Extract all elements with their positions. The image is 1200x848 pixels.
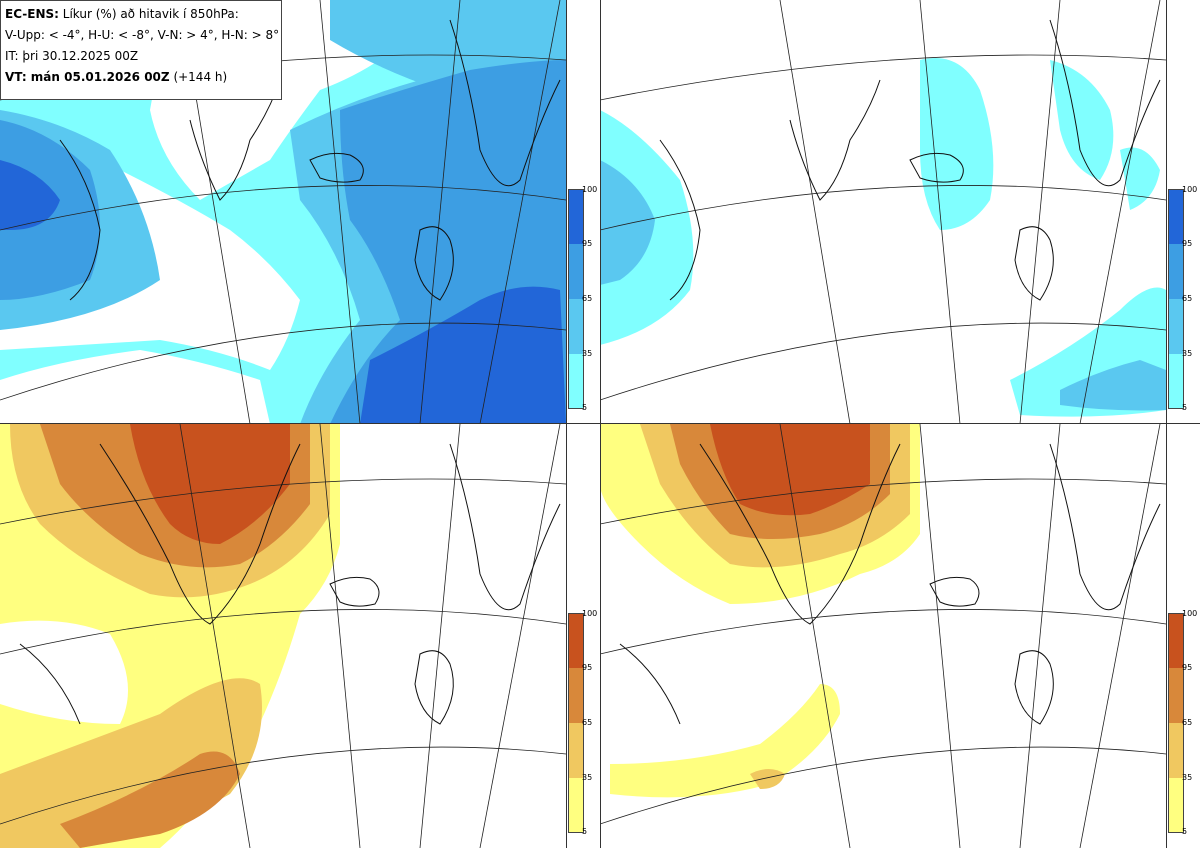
map-panel-warm-4 xyxy=(0,424,600,848)
colorbar-seg xyxy=(569,190,583,244)
tick-label: 95 xyxy=(582,239,593,248)
colorbar-seg xyxy=(569,354,583,408)
colorbar-warm-8 xyxy=(1168,613,1184,833)
coastlines xyxy=(619,443,1161,725)
map-cold-4 xyxy=(0,0,600,424)
colorbar-cold-8 xyxy=(1168,189,1184,409)
tick-label: 95 xyxy=(582,663,593,672)
info-box: EC-ENS: Líkur (%) að hitavik í 850hPa: V… xyxy=(0,0,282,100)
lead-time: (+144 h) xyxy=(173,70,228,84)
colorbar-warm-4 xyxy=(568,613,584,833)
tick-label: 35 xyxy=(582,349,593,358)
graticule xyxy=(0,0,567,424)
colorbar-seg xyxy=(569,244,583,299)
colorbar-seg xyxy=(1169,723,1183,778)
colorbar-seg xyxy=(1169,668,1183,723)
graticule xyxy=(0,424,567,848)
tick-label: 5 xyxy=(582,827,588,836)
model-name: EC-ENS: xyxy=(5,7,59,21)
tick-label: 5 xyxy=(1182,403,1188,412)
thresholds-line: V-Upp: < -4°, H-U: < -8°, V-N: > 4°, H-N… xyxy=(5,28,280,42)
tick-label: 5 xyxy=(1182,827,1188,836)
tick-label: 35 xyxy=(1182,773,1193,782)
tick-label: 100 xyxy=(582,185,598,194)
graticule xyxy=(600,424,1167,848)
coastlines xyxy=(659,19,1161,301)
colorbar-cold-4 xyxy=(568,189,584,409)
panel-border-mid xyxy=(600,0,601,848)
tick-label: 65 xyxy=(582,294,593,303)
tick-label: 35 xyxy=(582,773,593,782)
tick-label: 5 xyxy=(582,403,588,412)
tick-label: 100 xyxy=(1182,609,1198,618)
colorbar-seg xyxy=(1169,299,1183,354)
tick-label: 35 xyxy=(1182,349,1193,358)
tick-label: 95 xyxy=(1182,239,1193,248)
map-panel-cold-4 xyxy=(0,0,600,424)
map-warm-4 xyxy=(0,424,600,848)
tick-label: 100 xyxy=(582,609,598,618)
colorbar-seg xyxy=(569,614,583,668)
coastlines xyxy=(19,443,561,725)
tick-label: 95 xyxy=(1182,663,1193,672)
graticule xyxy=(600,0,1167,424)
title-line: EC-ENS: Líkur (%) að hitavik í 850hPa: xyxy=(5,4,277,25)
map-panel-warm-8 xyxy=(600,424,1200,848)
colorbar-seg xyxy=(569,723,583,778)
valid-time-line: VT: mán 05.01.2026 00Z (+144 h) xyxy=(5,67,277,88)
coastlines xyxy=(59,19,561,301)
map-cold-8 xyxy=(600,0,1200,424)
panel-border-right xyxy=(1166,0,1167,848)
title-text: Líkur (%) að hitavik í 850hPa: xyxy=(62,7,239,21)
colorbar-seg xyxy=(1169,190,1183,244)
panel-border-left xyxy=(566,0,567,848)
tick-label: 65 xyxy=(1182,294,1193,303)
tick-label: 100 xyxy=(1182,185,1198,194)
tick-label: 65 xyxy=(1182,718,1193,727)
map-panel-cold-8 xyxy=(600,0,1200,424)
colorbar-seg xyxy=(1169,614,1183,668)
colorbar-seg xyxy=(569,668,583,723)
init-time: IT: þri 30.12.2025 00Z xyxy=(5,49,139,63)
valid-time: VT: mán 05.01.2026 00Z xyxy=(5,70,170,84)
colorbar-seg xyxy=(1169,244,1183,299)
colorbar-seg xyxy=(569,299,583,354)
colorbar-seg xyxy=(569,778,583,832)
colorbar-seg xyxy=(1169,354,1183,408)
colorbar-seg xyxy=(1169,778,1183,832)
map-warm-8 xyxy=(600,424,1200,848)
tick-label: 65 xyxy=(582,718,593,727)
